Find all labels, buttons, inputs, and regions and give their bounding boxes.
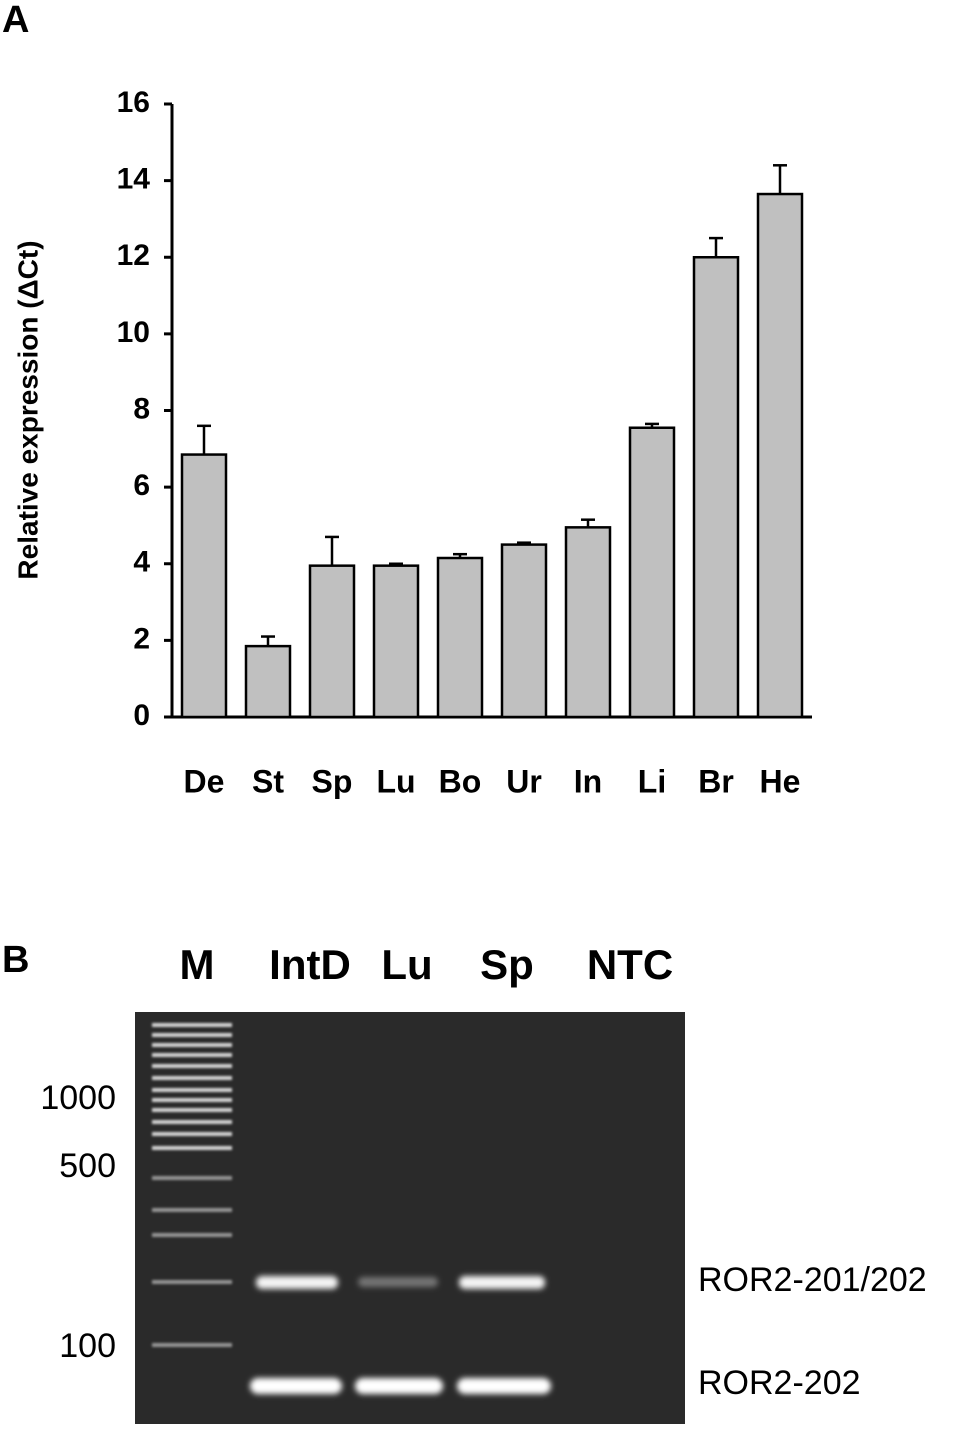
y-tick-label: 14 bbox=[117, 163, 151, 196]
panel-label: A bbox=[2, 0, 29, 41]
bar bbox=[628, 426, 676, 719]
x-tick-label: De bbox=[184, 763, 225, 799]
x-tick-label: Br bbox=[698, 763, 734, 799]
ladder-band bbox=[152, 1043, 232, 1047]
ladder-band bbox=[152, 1108, 232, 1112]
bar bbox=[180, 453, 228, 719]
y-tick-label: 2 bbox=[133, 622, 150, 655]
x-tick-label: Lu bbox=[376, 763, 415, 799]
ladder-label: 1000 bbox=[40, 1079, 116, 1117]
y-tick-label: 0 bbox=[133, 699, 150, 732]
ladder-band bbox=[152, 1280, 232, 1284]
x-tick-label: Ur bbox=[506, 763, 542, 799]
ladder-band bbox=[152, 1064, 232, 1068]
y-tick-label: 6 bbox=[133, 469, 150, 502]
y-tick-label: 10 bbox=[117, 316, 150, 349]
ladder-band bbox=[152, 1146, 232, 1150]
gel: M IntD Lu Sp NTC 1000 500 100 ROR2-201/2… bbox=[40, 941, 927, 1424]
y-tick-label: 4 bbox=[133, 546, 150, 579]
ladder-band bbox=[152, 1053, 232, 1057]
sample-bands bbox=[250, 1276, 551, 1394]
x-tick-label: He bbox=[760, 763, 801, 799]
ladder-label: 500 bbox=[59, 1147, 116, 1185]
ladder-label: 100 bbox=[59, 1327, 116, 1365]
ladder-band bbox=[152, 1208, 232, 1212]
lane-label: Sp bbox=[480, 941, 534, 988]
lane-label: Lu bbox=[381, 941, 432, 988]
bar-chart: 0 2 4 6 8 10 12 14 16 De St Sp Lu Bo Ur In Li Br He bbox=[117, 86, 812, 799]
x-tick-label: Li bbox=[638, 763, 666, 799]
ladder-band bbox=[152, 1233, 232, 1237]
y-tick-label: 8 bbox=[133, 392, 150, 425]
lane-label: IntD bbox=[269, 941, 351, 988]
ladder-band bbox=[152, 1132, 232, 1136]
x-tick-label: In bbox=[574, 763, 602, 799]
ladder-band bbox=[152, 1088, 232, 1092]
bar bbox=[244, 644, 292, 719]
gel-background bbox=[135, 1012, 685, 1424]
ladder-band bbox=[152, 1023, 232, 1027]
ladder-band bbox=[152, 1120, 232, 1124]
bar bbox=[564, 526, 612, 719]
ladder-band bbox=[152, 1098, 232, 1102]
y-tick-label: 16 bbox=[117, 86, 150, 119]
ladder-band bbox=[152, 1076, 232, 1080]
ladder-band bbox=[152, 1176, 232, 1180]
bar bbox=[500, 543, 548, 719]
bar bbox=[308, 564, 356, 719]
bar bbox=[372, 564, 420, 719]
ladder-band bbox=[152, 1343, 232, 1347]
bar bbox=[756, 192, 804, 719]
x-tick-label: Sp bbox=[312, 763, 353, 799]
panel-label: B bbox=[2, 939, 29, 981]
x-tick-label: Bo bbox=[439, 763, 482, 799]
bar bbox=[436, 556, 484, 719]
y-axis-label: Relative expression (ΔCt) bbox=[12, 240, 43, 579]
lane-label: M bbox=[180, 941, 215, 988]
bar bbox=[692, 256, 740, 719]
lane-label: NTC bbox=[587, 941, 673, 988]
ladder bbox=[152, 1023, 232, 1347]
band-label: ROR2-202 bbox=[698, 1364, 861, 1402]
y-tick-label: 12 bbox=[117, 239, 150, 272]
x-tick-label: St bbox=[252, 763, 284, 799]
ladder-band bbox=[152, 1033, 232, 1037]
band-label: ROR2-201/202 bbox=[698, 1261, 927, 1299]
